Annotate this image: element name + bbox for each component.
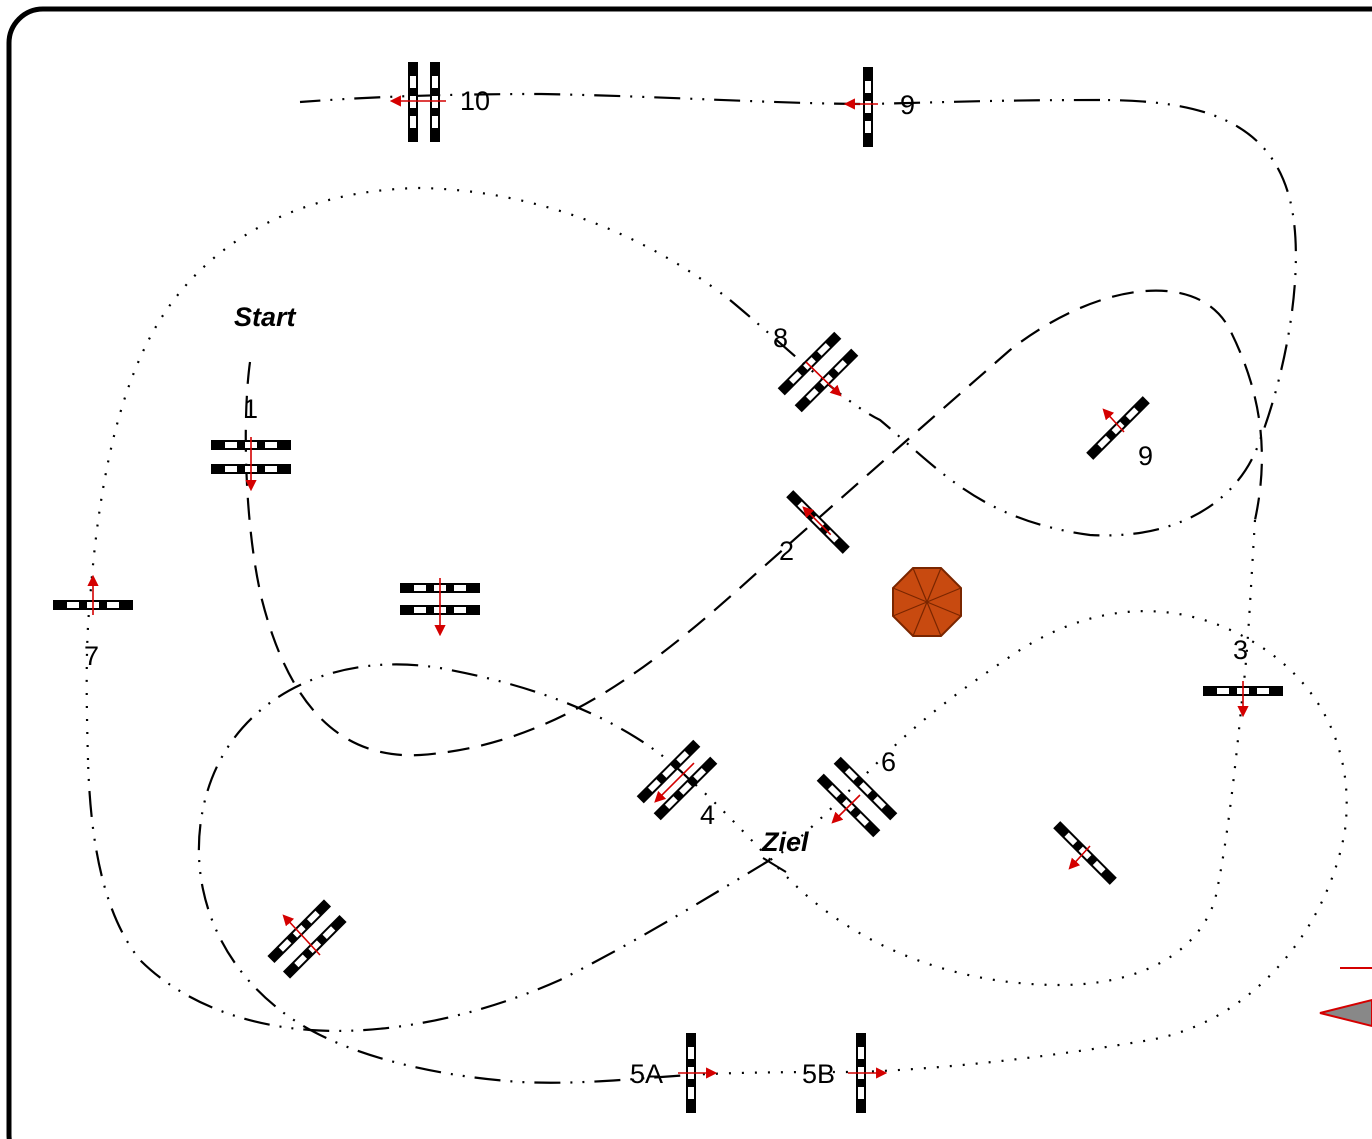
label-9-top: 9 (900, 90, 915, 120)
label-2: 2 (779, 536, 794, 566)
arrow-6 (831, 794, 861, 824)
legend-direction-arrow-icon (1319, 998, 1372, 1028)
octagon-umbrella-icon (892, 567, 962, 637)
label-3: 3 (1233, 635, 1248, 665)
label-7: 7 (84, 641, 99, 671)
obstacle-1 (211, 437, 291, 492)
legend-fragment (1319, 967, 1372, 1028)
arrow-8 (805, 361, 842, 397)
label-6: 6 (881, 747, 896, 777)
start-label: Start (234, 302, 297, 332)
obstacle-8 (777, 331, 859, 413)
finish-label: Ziel (761, 827, 809, 857)
arrow-9-right (1102, 408, 1125, 433)
arena-border (6, 6, 1372, 1139)
label-9-right: 9 (1138, 441, 1153, 471)
label-10: 10 (460, 86, 490, 116)
labels: Start Ziel 1 2 3 4 5A 5B 6 7 8 9 9 10 (84, 86, 1248, 1089)
label-5b: 5B (802, 1059, 835, 1089)
label-4: 4 (700, 800, 715, 830)
label-1: 1 (243, 394, 258, 424)
arrow-lower-left (282, 914, 321, 956)
obstacle-9-top (863, 67, 873, 147)
obstacle-center-left (400, 578, 480, 637)
course-track (85, 92, 1348, 1084)
arrow-right-lower (1068, 845, 1091, 870)
label-5a: 5A (630, 1059, 663, 1089)
obstacles (53, 62, 1283, 1113)
finish-line-mark (762, 857, 787, 873)
obstacle-2 (786, 490, 850, 554)
obstacle-right-lower (1053, 821, 1117, 885)
obstacle-4 (636, 739, 718, 821)
obstacle-lower-left (267, 899, 347, 979)
obstacle-10 (408, 62, 440, 142)
obstacle-7 (53, 574, 133, 615)
obstacle-3 (1203, 681, 1283, 718)
label-8: 8 (773, 323, 788, 353)
